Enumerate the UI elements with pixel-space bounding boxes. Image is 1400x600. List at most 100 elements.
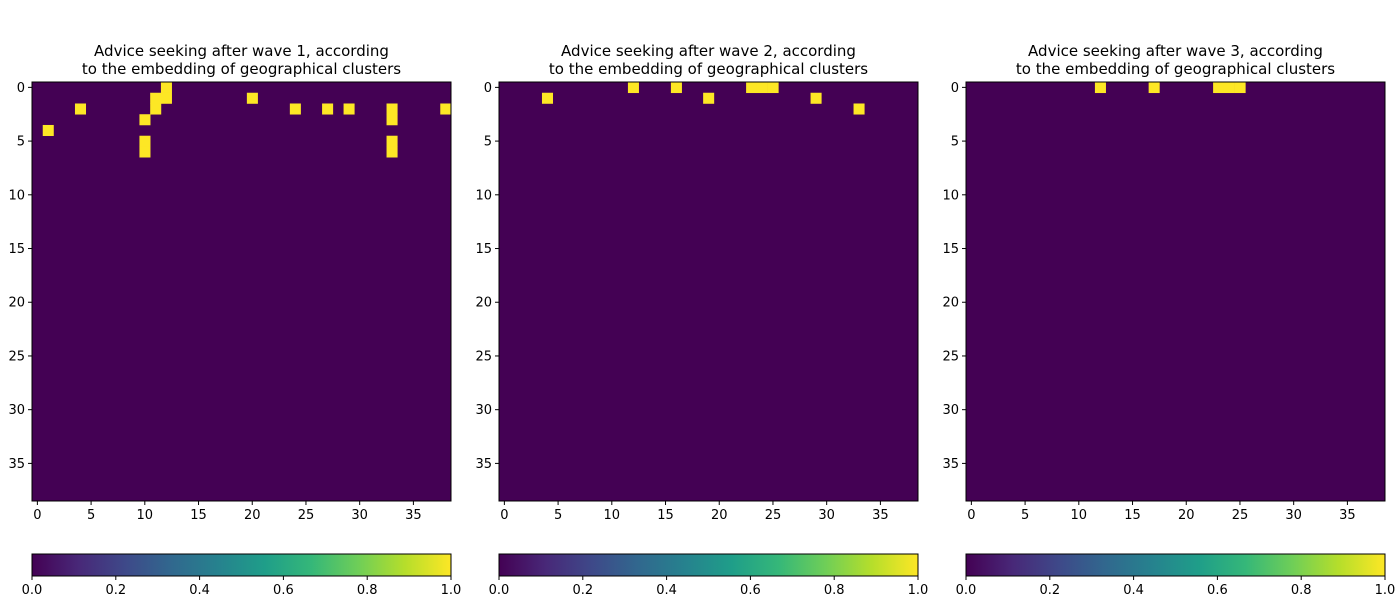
colorbar-tick-label: 0.2 xyxy=(572,583,593,598)
x-tick-label: 5 xyxy=(1021,508,1029,523)
x-tick-label: 0 xyxy=(500,508,508,523)
heatmap-title: Advice seeking after wave 3, according to… xyxy=(1016,42,1335,78)
y-tick-label: 20 xyxy=(942,296,959,311)
heatmap-background xyxy=(499,82,918,501)
heatmap-cell xyxy=(1213,82,1225,94)
heatmap-cell xyxy=(160,92,172,104)
y-tick-label: 10 xyxy=(942,188,959,203)
y-tick-label: 20 xyxy=(8,296,25,311)
y-tick-label: 35 xyxy=(8,457,25,472)
colorbar-tick-label: 0.0 xyxy=(956,583,977,598)
heatmap-panel-2: Advice seeking after wave 2, according to… xyxy=(475,42,928,598)
y-tick-label: 35 xyxy=(475,457,492,472)
heatmap-cell xyxy=(160,82,172,94)
heatmap-title: Advice seeking after wave 1, according to… xyxy=(82,42,401,78)
heatmap-background xyxy=(32,82,451,501)
heatmap-cell xyxy=(627,82,639,94)
colorbar xyxy=(31,553,452,577)
heatmap-cell xyxy=(853,103,865,115)
x-tick-label: 30 xyxy=(351,508,368,523)
x-tick-label: 10 xyxy=(137,508,154,523)
heatmap-cell xyxy=(150,92,162,104)
y-tick-label: 25 xyxy=(8,349,25,364)
x-tick-label: 20 xyxy=(244,508,261,523)
y-tick-label: 10 xyxy=(475,188,492,203)
heatmap-cell xyxy=(322,103,334,115)
heatmap-cell xyxy=(1234,82,1246,94)
heatmap-cell xyxy=(440,103,452,115)
heatmap-cell xyxy=(42,124,54,137)
x-tick-label: 10 xyxy=(1071,508,1088,523)
heatmap-cell xyxy=(343,103,355,115)
heatmap-cell xyxy=(289,103,301,115)
x-tick-label: 15 xyxy=(1124,508,1141,523)
heatmap-cell xyxy=(1094,82,1106,94)
x-tick-label: 15 xyxy=(190,508,207,523)
y-tick-label: 25 xyxy=(942,349,959,364)
heatmap-cell xyxy=(670,82,682,94)
x-tick-label: 15 xyxy=(657,508,674,523)
colorbar-tick-label: 0.4 xyxy=(656,583,677,598)
colorbar-tick-label: 0.4 xyxy=(189,583,210,598)
x-tick-label: 30 xyxy=(1285,508,1302,523)
x-tick-label: 5 xyxy=(87,508,95,523)
heatmap-panel-3: Advice seeking after wave 3, according to… xyxy=(942,42,1395,598)
heatmap-cell xyxy=(386,114,398,126)
y-tick-label: 0 xyxy=(17,81,25,96)
heatmap-cell xyxy=(386,135,398,147)
colorbar-tick-label: 0.2 xyxy=(1039,583,1060,598)
colorbar xyxy=(965,553,1386,577)
heatmap-cell xyxy=(541,92,554,104)
heatmap-cell xyxy=(150,103,162,115)
x-tick-label: 30 xyxy=(818,508,835,523)
y-tick-label: 30 xyxy=(942,403,959,418)
axes-frame xyxy=(498,81,919,502)
colorbar-tick-label: 0.6 xyxy=(1207,583,1228,598)
colorbar-tick-label: 0.6 xyxy=(740,583,761,598)
heatmap-title: Advice seeking after wave 2, according to… xyxy=(549,42,868,78)
y-tick-label: 5 xyxy=(484,135,492,150)
heatmap-cell xyxy=(386,103,398,115)
heatmap-cell xyxy=(767,82,779,94)
heatmap-cell xyxy=(746,82,758,94)
colorbar-tick-label: 0.0 xyxy=(489,583,510,598)
colorbar-tick-label: 1.0 xyxy=(441,583,462,598)
colorbar-tick-label: 0.8 xyxy=(357,583,378,598)
heatmap-cell xyxy=(139,135,151,147)
x-tick-label: 25 xyxy=(765,508,782,523)
heatmap-cell xyxy=(810,92,822,104)
colorbar-tick-label: 0.6 xyxy=(273,583,294,598)
x-tick-label: 0 xyxy=(967,508,975,523)
colorbar-tick-label: 1.0 xyxy=(908,583,929,598)
heatmap-cell xyxy=(139,114,151,126)
y-tick-label: 15 xyxy=(942,242,959,257)
y-tick-label: 0 xyxy=(484,81,492,96)
x-tick-label: 20 xyxy=(1178,508,1195,523)
x-tick-label: 35 xyxy=(405,508,422,523)
y-tick-label: 5 xyxy=(951,135,959,150)
y-tick-label: 30 xyxy=(475,403,492,418)
y-tick-label: 0 xyxy=(951,81,959,96)
x-tick-label: 10 xyxy=(604,508,621,523)
heatmap-cell xyxy=(703,92,715,104)
colorbar-tick-label: 1.0 xyxy=(1375,583,1396,598)
colorbar-tick-label: 0.8 xyxy=(824,583,845,598)
x-tick-label: 25 xyxy=(298,508,315,523)
x-tick-label: 5 xyxy=(554,508,562,523)
y-tick-label: 20 xyxy=(475,296,492,311)
x-tick-label: 35 xyxy=(872,508,889,523)
colorbar-tick-label: 0.8 xyxy=(1291,583,1312,598)
heatmap-cell xyxy=(386,146,398,158)
y-tick-label: 25 xyxy=(475,349,492,364)
y-tick-label: 30 xyxy=(8,403,25,418)
heatmap-cell xyxy=(246,92,258,104)
heatmap-background xyxy=(966,82,1385,501)
y-tick-label: 10 xyxy=(8,188,25,203)
colorbar-tick-label: 0.4 xyxy=(1123,583,1144,598)
heatmap-cell xyxy=(756,82,768,94)
y-tick-label: 15 xyxy=(8,242,25,257)
axes-frame xyxy=(965,81,1386,502)
x-tick-label: 35 xyxy=(1339,508,1356,523)
y-tick-label: 5 xyxy=(17,135,25,150)
